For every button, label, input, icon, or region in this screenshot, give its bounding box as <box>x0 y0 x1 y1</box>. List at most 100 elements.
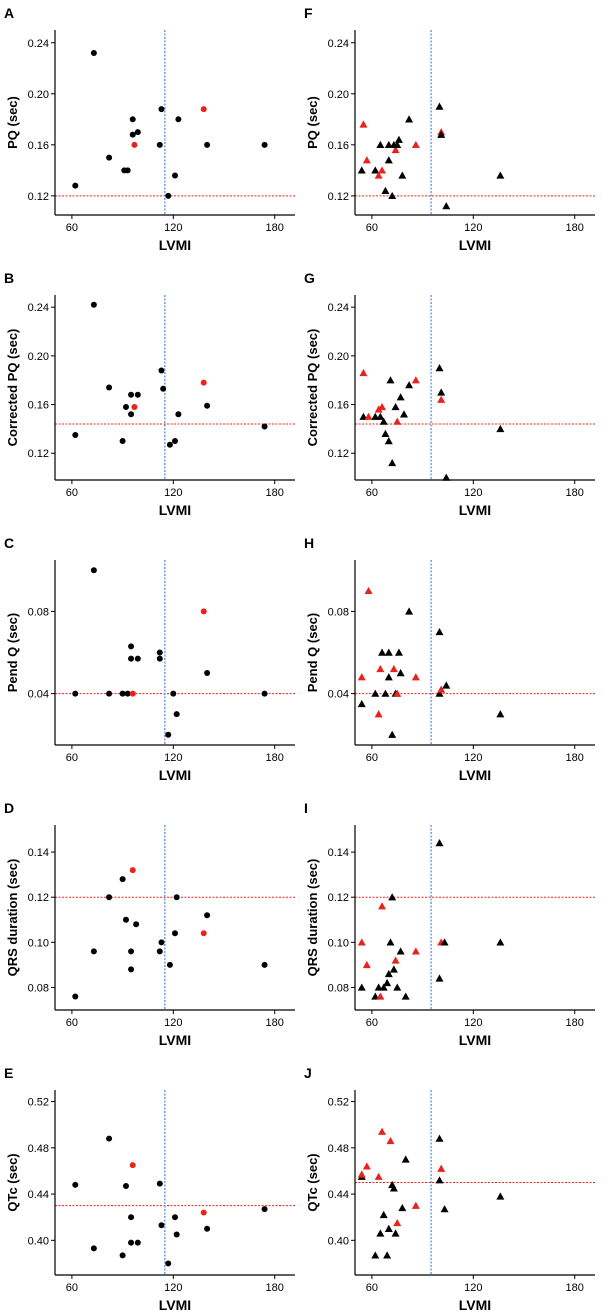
data-point <box>384 648 393 656</box>
data-point <box>128 966 135 973</box>
data-point <box>378 1127 387 1135</box>
data-point <box>119 438 126 445</box>
data-point <box>379 417 388 425</box>
data-point <box>440 1205 449 1213</box>
data-point <box>158 367 165 374</box>
data-point <box>435 1176 444 1184</box>
data-point <box>172 930 178 937</box>
x-tick-label: 120 <box>164 487 182 499</box>
x-axis-label: LVMI <box>459 1032 491 1048</box>
data-point <box>371 166 380 174</box>
x-axis-label: LVMI <box>459 237 491 253</box>
x-axis-label: LVMI <box>159 1032 191 1048</box>
data-point <box>134 655 141 662</box>
y-axis-label: QTc (sec) <box>5 1153 20 1211</box>
y-tick-label: 0.24 <box>328 38 349 50</box>
data-point <box>200 608 207 615</box>
x-axis-label: LVMI <box>159 502 191 518</box>
data-point <box>124 167 131 174</box>
x-tick-label: 180 <box>266 487 284 499</box>
data-point <box>90 948 97 955</box>
data-point <box>374 405 383 413</box>
x-tick-label: 60 <box>66 752 78 764</box>
data-point <box>384 437 393 445</box>
data-point <box>166 441 173 448</box>
panel-E: E 60 120 180 0.40 0.44 0.48 0.52 LVMI QTc (sec) <box>4 1065 295 1312</box>
data-point <box>156 948 163 955</box>
panel-G: G 60 120 180 0.12 0.16 0.20 0.24 LVMI Corrected P… <box>304 270 595 518</box>
x-tick-label: 60 <box>366 222 378 234</box>
data-point <box>393 1218 402 1227</box>
data-point <box>160 385 167 392</box>
data-point <box>200 1209 207 1216</box>
data-point <box>172 438 178 445</box>
data-point <box>381 186 390 194</box>
data-point <box>357 166 366 174</box>
data-point <box>391 1229 400 1237</box>
panel-A: A 60 120 180 0.12 0.16 0.20 0.24 LVMI PQ (sec) <box>4 5 295 253</box>
data-point <box>90 301 97 308</box>
y-tick-label: 0.08 <box>28 606 49 618</box>
data-point <box>261 690 268 697</box>
data-point <box>379 1210 388 1219</box>
data-point <box>158 106 165 113</box>
x-tick-label: 60 <box>366 487 378 499</box>
data-point <box>357 699 366 708</box>
data-point <box>261 423 268 430</box>
x-tick-label: 180 <box>266 1017 284 1029</box>
data-point <box>384 140 393 149</box>
y-tick-label: 0.16 <box>28 400 49 412</box>
x-axis-label: LVMI <box>159 1297 191 1312</box>
data-point <box>172 1214 178 1221</box>
data-point <box>158 1222 165 1229</box>
data-point <box>362 960 371 969</box>
data-point <box>128 948 135 955</box>
y-tick-label: 0.16 <box>28 140 49 152</box>
data-point <box>381 429 390 437</box>
data-point <box>393 140 402 149</box>
data-point <box>378 902 387 910</box>
data-point <box>391 402 400 411</box>
data-point <box>393 689 402 697</box>
x-tick-label: 60 <box>366 1282 378 1294</box>
x-tick-label: 120 <box>164 222 182 234</box>
data-point <box>72 1181 79 1188</box>
data-point <box>398 171 407 179</box>
data-point <box>156 1180 163 1187</box>
y-axis-label: Corrected PQ (sec) <box>305 329 320 447</box>
data-point <box>388 191 397 200</box>
data-point <box>129 131 136 138</box>
y-tick-label: 0.24 <box>328 302 349 314</box>
data-point <box>374 710 383 718</box>
panel-H: H 60 120 180 0.04 0.08 LVMI Pend Q (sec) <box>304 535 595 783</box>
x-tick-label: 180 <box>566 487 584 499</box>
data-point <box>134 129 141 136</box>
data-point <box>384 1224 393 1232</box>
x-tick-label: 180 <box>266 1282 284 1294</box>
data-point <box>394 135 403 143</box>
y-tick-label: 0.24 <box>28 38 49 50</box>
data-point <box>128 391 135 398</box>
data-point <box>364 412 373 420</box>
data-point <box>383 1251 392 1259</box>
data-point <box>129 116 136 123</box>
data-point <box>411 140 420 149</box>
y-tick-label: 0.20 <box>328 89 349 101</box>
panel-J: J 60 120 180 0.40 0.44 0.48 0.52 LVMI QTc (sec) <box>304 1065 595 1312</box>
data-point <box>379 983 388 991</box>
data-point <box>389 965 398 973</box>
data-point <box>173 894 180 901</box>
data-point <box>359 120 368 128</box>
data-point <box>106 690 113 697</box>
data-point <box>442 473 451 481</box>
data-point <box>374 1172 383 1180</box>
x-axis-label: LVMI <box>459 1297 491 1312</box>
panel-D: D 60 120 180 0.08 0.10 0.12 0.14 LVMI QRS duratio… <box>4 800 295 1048</box>
y-tick-label: 0.10 <box>28 937 49 949</box>
x-axis-label: LVMI <box>459 502 491 518</box>
data-point <box>129 867 136 874</box>
data-point <box>134 1239 141 1246</box>
x-axis-label: LVMI <box>159 237 191 253</box>
data-point <box>90 1245 97 1252</box>
data-point <box>386 376 395 384</box>
